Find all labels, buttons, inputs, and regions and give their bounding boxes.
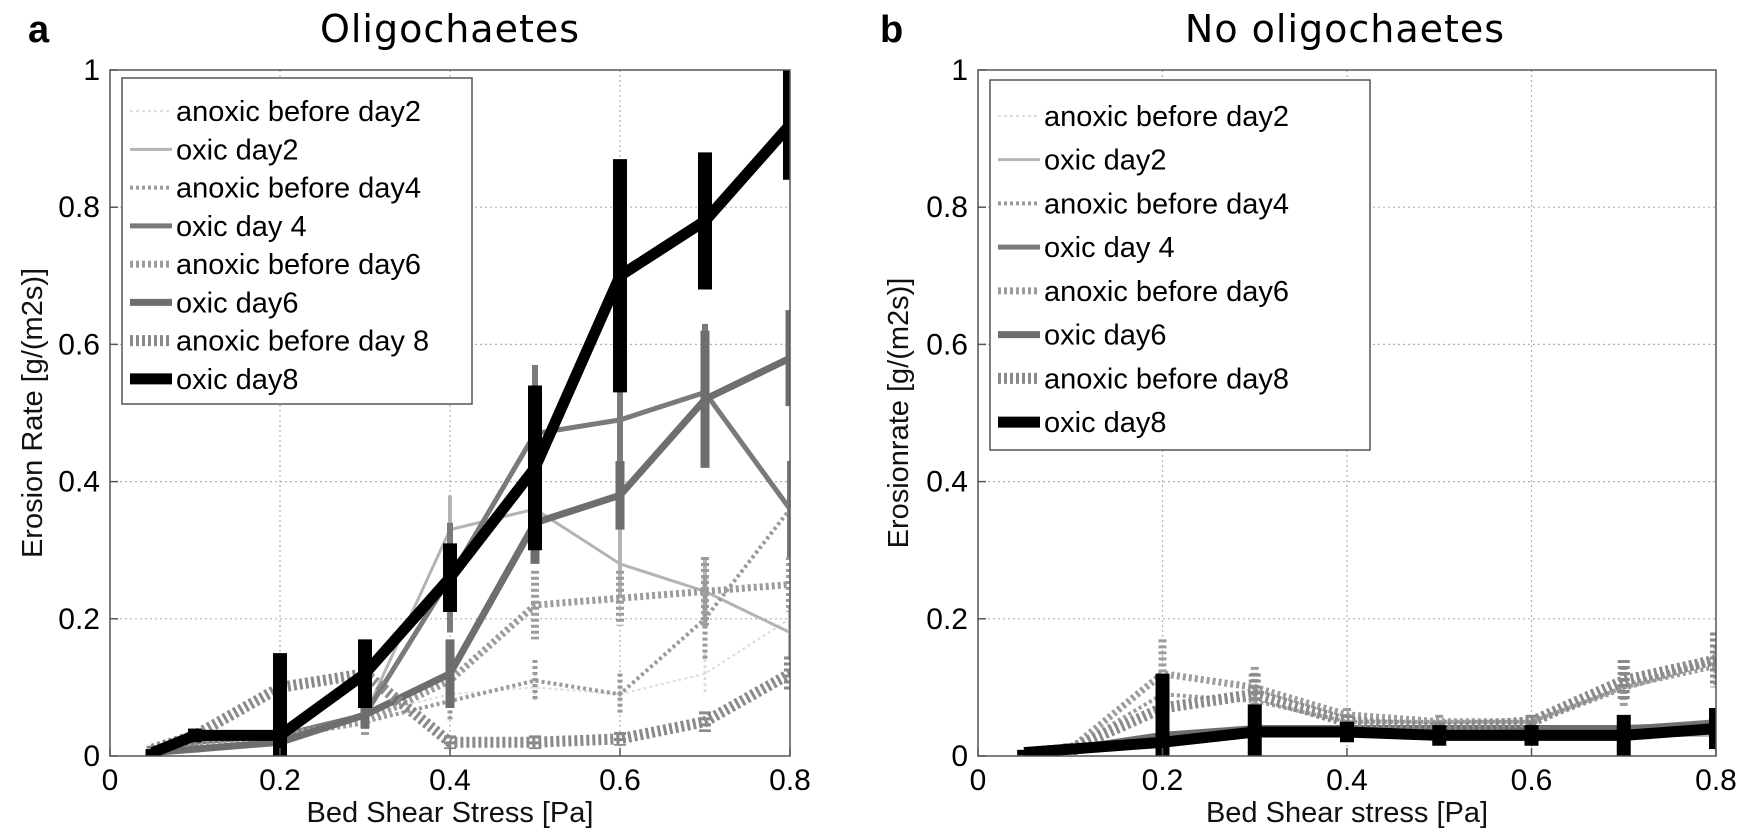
y-tick-label: 0 bbox=[951, 740, 968, 773]
legend-label: oxic day6 bbox=[1044, 320, 1167, 352]
chart-panel-a: 0 0.2 0.4 0.6 0.8 0 0.2 0.4 0.6 0.8 1 Bed Shear Str… bbox=[17, 7, 811, 829]
legend-box bbox=[121, 77, 473, 405]
legend: anoxic before day2 oxic day2 anoxic before… bbox=[989, 79, 1371, 451]
legend-label: anoxic before day4 bbox=[176, 173, 421, 205]
legend-label: oxic day8 bbox=[176, 364, 299, 396]
legend-label: anoxic before day4 bbox=[1044, 188, 1289, 220]
y-tick-label: 0.4 bbox=[926, 466, 968, 499]
legend-label: anoxic before day6 bbox=[1044, 276, 1289, 308]
y-axis-label: Erosion Rate [g/(m2s)] bbox=[17, 268, 49, 558]
x-axis-label: Bed Shear stress [Pa] bbox=[1206, 797, 1488, 829]
y-tick-label: 1 bbox=[951, 54, 968, 87]
series-group bbox=[145, 70, 790, 756]
series-oxic-day8 bbox=[145, 70, 790, 756]
series-oxic-day8 bbox=[1017, 673, 1716, 756]
x-tick-label: 0.8 bbox=[1695, 764, 1737, 797]
panel-letter: a bbox=[28, 9, 50, 51]
x-axis-label: Bed Shear Stress [Pa] bbox=[307, 797, 594, 829]
legend-label: anoxic before day 8 bbox=[176, 326, 429, 358]
legend-label: oxic day 4 bbox=[1044, 232, 1175, 264]
legend-label: oxic day 4 bbox=[176, 211, 307, 243]
y-tick-label: 0.4 bbox=[58, 466, 100, 499]
legend-label: anoxic before day8 bbox=[1044, 363, 1289, 395]
y-tick-label: 0.8 bbox=[58, 191, 100, 224]
legend-label: oxic day6 bbox=[176, 287, 299, 319]
y-tick-label: 0.2 bbox=[926, 603, 968, 636]
chart-panel-b: 0 0.2 0.4 0.6 0.8 0 0.2 0.4 0.6 0.8 1 Bed Shear str… bbox=[880, 7, 1737, 829]
x-tick-label: 0.6 bbox=[599, 764, 641, 797]
chart-title: No oligochaetes bbox=[1185, 7, 1505, 51]
x-tick-label: 0 bbox=[102, 764, 119, 797]
series-line bbox=[1023, 664, 1716, 755]
x-tick-label: 0.4 bbox=[1326, 764, 1368, 797]
x-tick-label: 0 bbox=[970, 764, 987, 797]
legend-label: anoxic before day2 bbox=[176, 96, 421, 128]
x-tick-label: 0.6 bbox=[1511, 764, 1553, 797]
legend: anoxic before day2 oxic day2 anoxic before… bbox=[121, 77, 473, 405]
legend-label: oxic day8 bbox=[1044, 407, 1167, 439]
legend-label: anoxic before day6 bbox=[176, 249, 421, 281]
legend-label: oxic day2 bbox=[1044, 145, 1167, 177]
chart-title: Oligochaetes bbox=[320, 7, 580, 51]
x-tick-label: 0.8 bbox=[769, 764, 811, 797]
legend-label: anoxic before day2 bbox=[1044, 101, 1289, 133]
y-axis-label: Erosionrate [g/(m2s)] bbox=[883, 278, 915, 549]
x-tick-label: 0.2 bbox=[1142, 764, 1184, 797]
y-tick-label: 0.8 bbox=[926, 191, 968, 224]
legend-box bbox=[989, 79, 1371, 451]
legend-label: oxic day2 bbox=[176, 134, 299, 166]
y-tick-label: 0.6 bbox=[58, 328, 100, 361]
y-tick-label: 0.6 bbox=[926, 328, 968, 361]
panel-letter: b bbox=[880, 9, 903, 51]
series-group bbox=[1017, 632, 1716, 756]
x-tick-label: 0.2 bbox=[259, 764, 301, 797]
y-tick-label: 0 bbox=[83, 740, 100, 773]
y-tick-label: 1 bbox=[83, 54, 100, 87]
y-tick-label: 0.2 bbox=[58, 603, 100, 636]
x-tick-label: 0.4 bbox=[429, 764, 471, 797]
